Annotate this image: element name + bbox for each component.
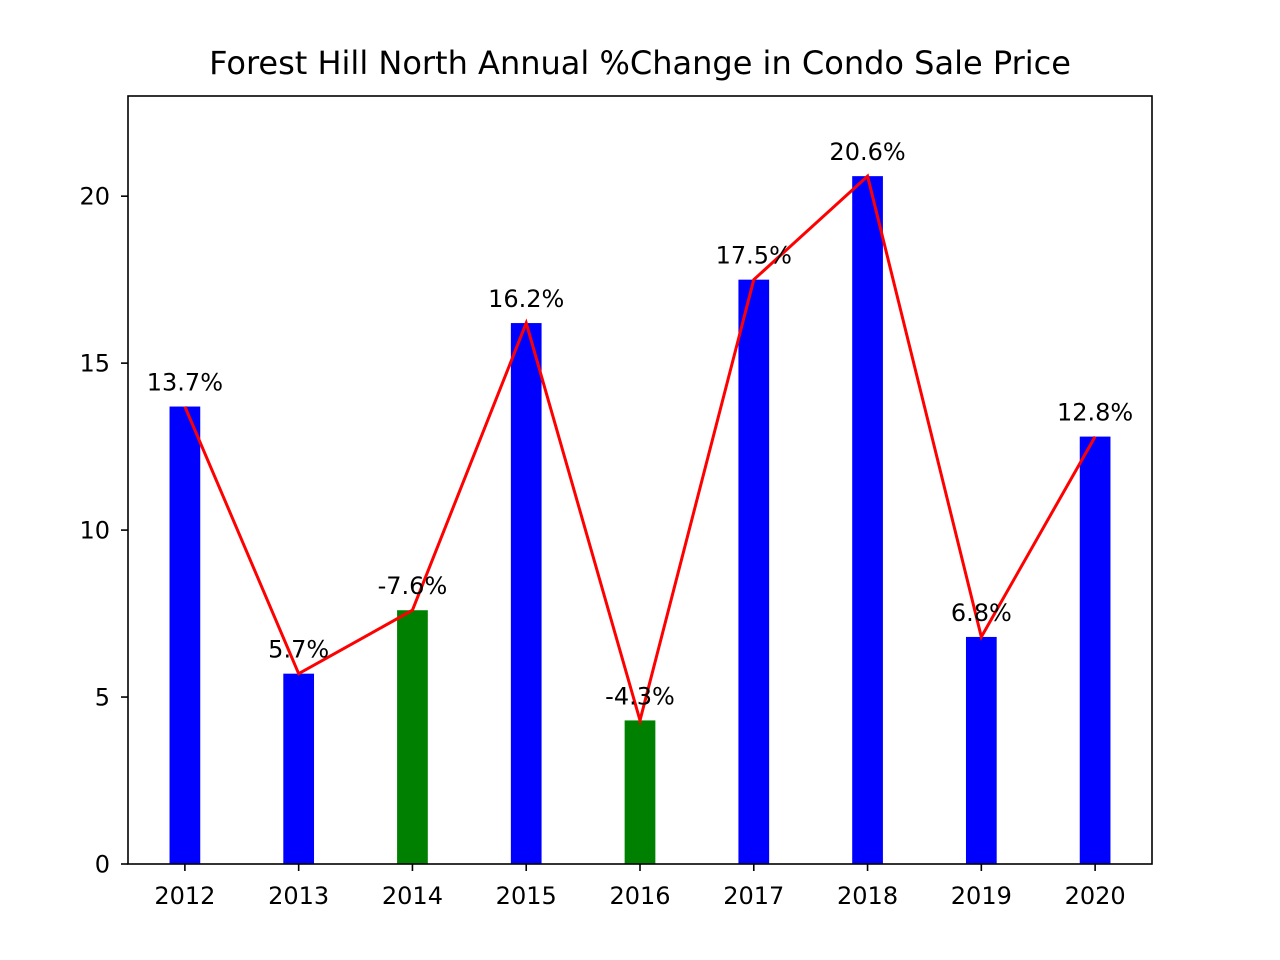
x-tick-label-2013: 2013	[268, 882, 329, 910]
y-tick-label-10: 10	[79, 517, 110, 545]
x-tick-label-2018: 2018	[837, 882, 898, 910]
bar-2019	[965, 636, 997, 864]
trend-line	[183, 173, 1097, 727]
x-tick-label-2017: 2017	[723, 882, 784, 910]
x-tick-label-2016: 2016	[609, 882, 670, 910]
chart-title: Forest Hill North Annual %Change in Cond…	[209, 44, 1071, 82]
data-label-2020: 12.8%	[1057, 399, 1133, 427]
x-tick-label-2014: 2014	[382, 882, 443, 910]
x-tick-label-2015: 2015	[496, 882, 557, 910]
data-label-2012: 13.7%	[147, 369, 223, 397]
data-label-2016: -4.3%	[605, 682, 675, 710]
bar-2013	[283, 673, 315, 864]
y-tick-label-20: 20	[79, 183, 110, 211]
y-tick-label-0: 0	[95, 851, 110, 879]
bar-2016	[624, 720, 656, 864]
bar-2018	[852, 176, 883, 864]
bar-2017	[738, 279, 770, 864]
bar-2020	[1079, 436, 1111, 864]
bar-2014	[397, 610, 428, 864]
data-label-2013: 5.7%	[268, 636, 329, 664]
bar-2015	[510, 323, 542, 864]
data-label-2019: 6.8%	[951, 599, 1012, 627]
x-tick-label-2012: 2012	[154, 882, 215, 910]
data-label-2017: 17.5%	[716, 242, 792, 270]
y-tick-label-15: 15	[79, 350, 110, 378]
bar-2012	[169, 406, 201, 864]
x-tick-label-2020: 2020	[1065, 882, 1126, 910]
data-label-2018: 20.6%	[829, 138, 905, 166]
data-label-2014: -7.6%	[378, 572, 448, 600]
y-tick-label-5: 5	[95, 684, 110, 712]
data-label-2015: 16.2%	[488, 285, 564, 313]
x-tick-label-2019: 2019	[951, 882, 1012, 910]
